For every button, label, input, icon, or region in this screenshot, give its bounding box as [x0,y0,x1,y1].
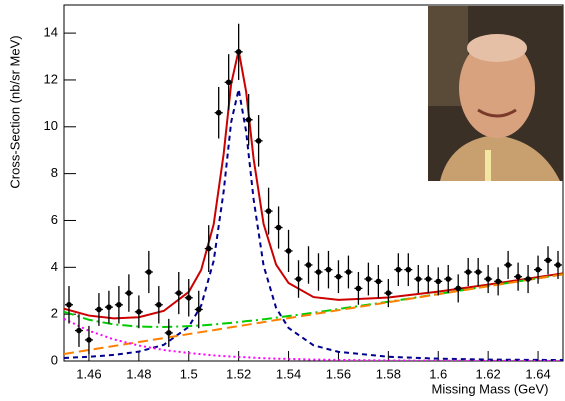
data-point [495,278,501,285]
data-point [345,269,352,275]
data-point [275,224,282,231]
data-point [136,309,142,315]
data-point [445,276,452,282]
x-tick-label: 1.64 [525,366,550,381]
data-point [365,276,372,282]
data-point [535,266,541,273]
data-point [375,278,382,285]
data-point [195,306,202,313]
data-point [285,248,292,254]
y-tick-label: 4 [51,259,58,274]
x-tick-label: 1.54 [276,366,301,381]
x-tick-label: 1.56 [326,366,351,381]
data-point [455,285,462,292]
fit-curve [64,317,563,361]
x-tick-label: 1.5 [180,366,198,381]
data-point [235,49,242,55]
data-point [165,330,172,336]
data-point [126,290,132,296]
photo-inset [428,6,563,181]
data-point [335,273,342,280]
data-point [295,276,302,282]
x-tick-label: 1.52 [226,366,251,381]
data-point [66,301,72,308]
data-point [156,301,162,308]
plot-area: 1.46 1.48 1.5 1.52 1.54 1.56 1.58 1.6 1.62 1.64 0 2… [44,4,564,381]
data-point [245,116,252,123]
data-point [205,245,212,252]
photo-head [467,34,527,62]
data-point [435,278,442,285]
data-point [475,269,481,275]
fit-curve [64,50,563,320]
data-point [225,79,232,86]
data-point [515,273,521,280]
photo-face [459,38,535,138]
data-point [405,266,412,273]
y-tick-label: 12 [44,71,58,86]
y-tick-label: 8 [51,165,58,180]
data-point [86,337,92,343]
data-point [555,262,561,268]
data-point [545,257,551,264]
x-axis-label: Missing Mass (GeV) [431,381,548,396]
data-point [465,269,471,275]
x-tick-label: 1.48 [126,366,151,381]
x-tick-label: 1.6 [429,366,447,381]
x-tick-label: 1.62 [475,366,500,381]
data-point [106,304,112,310]
y-tick-label: 6 [51,212,58,227]
y-tick-label: 10 [44,118,58,133]
photo-shoulders [440,135,560,181]
data-point [215,109,222,116]
data-point [425,276,432,282]
x-tick-label: 1.46 [76,366,101,381]
data-point [385,290,392,296]
data-point [96,306,102,313]
fit-curve [64,273,563,355]
data-point [395,266,402,273]
data-point [485,276,491,282]
data-point [116,301,122,308]
data-point [146,269,152,275]
data-point [175,290,182,296]
y-axis-label: Cross-Section (nb/sr MeV) [7,35,22,188]
photo-smile [477,108,517,118]
data-point [325,266,332,273]
data-point [315,269,322,275]
data-point [265,208,272,214]
y-tick-label: 14 [44,25,58,40]
x-tick-label: 1.58 [376,366,401,381]
data-point [355,285,362,292]
y-tick-label: 2 [51,306,58,321]
photo-candle [485,150,491,181]
data-point [255,138,262,144]
data-point [505,262,511,268]
data-point [305,262,312,268]
plot-frame [63,4,564,362]
data-point [185,294,192,301]
data-point [525,276,531,282]
fit-curve [64,89,563,361]
y-tick-label: 0 [51,352,58,367]
data-point [415,276,422,282]
data-point [76,327,82,334]
